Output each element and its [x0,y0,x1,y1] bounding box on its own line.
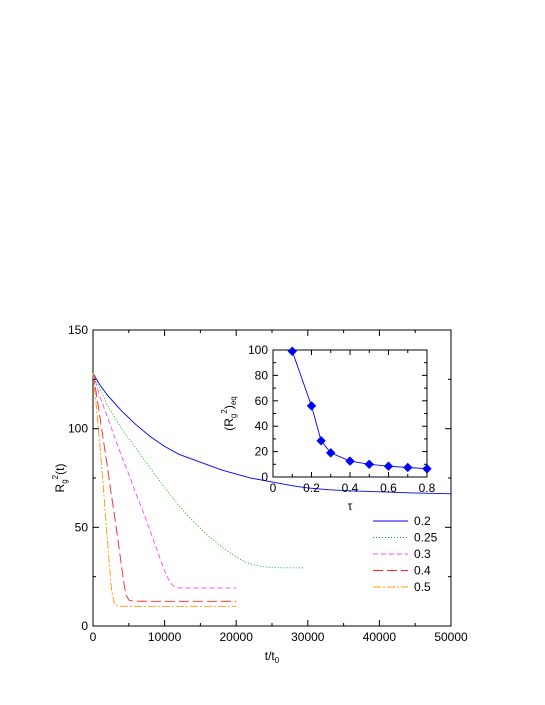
inset-x-tick-label-2: 0.4 [342,481,359,495]
inset-y-axis-label-tail: ) [222,405,236,409]
inset-x-tick-label-1: 0.2 [303,481,320,495]
main-x-tick-label-5: 50000 [434,630,468,644]
series-line-0 [92,373,452,495]
legend-label-4: 0.5 [414,580,431,594]
inset-x-tick-label-4: 0.8 [419,481,436,495]
series-line-3 [92,373,237,602]
series-line-4 [92,373,237,607]
main-y-tick-label-2: 100 [68,422,88,436]
legend-label-2: 0.3 [414,547,431,561]
inset-y-axis-label: (Rg2)eq [220,396,238,430]
inset-plot-frame [272,349,428,478]
inset-y-axis-label-sub: g [229,414,238,418]
inset-point-4 [345,456,355,466]
inset-series-group [287,346,432,474]
main-y-axis-label-sup: 2 [51,474,60,479]
inset-y-tick-label-1: 20 [255,445,269,459]
main-x-tick-label-0: 0 [90,630,97,644]
legend-label-3: 0.4 [414,564,431,578]
inset-point-5 [364,459,374,470]
inset-point-7 [403,462,413,473]
inset-point-3 [326,448,336,458]
inset-y-tick-label-2: 40 [255,419,269,433]
inset-x-ticks: 0 0.2 0.4 0.6 0.8 [270,350,436,495]
legend-label-1: 0.25 [414,531,438,545]
main-x-tick-label-2: 20000 [220,630,254,644]
main-x-axis-label-sub: 0 [275,656,280,665]
main-y-axis-label-base: R [53,483,67,492]
main-x-axis-label-text: t/t [265,649,276,663]
inset-chart: 0 0.2 0.4 0.6 0.8 0 20 40 60 80 100 τ (Rg2)eq [220,343,436,513]
inset-point-1 [306,401,317,411]
main-y-axis-label-sub: g [60,479,69,483]
inset-y-tick-label-4: 80 [255,368,269,382]
inset-y-ticks: 0 20 40 60 80 100 [248,343,427,484]
main-x-tick-label-4: 40000 [363,630,397,644]
main-x-ticks: 0 10000 20000 30000 40000 50000 [90,330,468,644]
inset-x-axis-label: τ [348,499,353,513]
main-y-tick-label-3: 150 [68,323,88,337]
main-y-axis-label-tail: (t) [53,464,67,475]
inset-y-axis-label-tail-sub: eq [229,396,238,405]
inset-y-tick-label-5: 100 [248,343,268,357]
inset-y-tick-label-3: 60 [255,394,269,408]
main-x-tick-label-1: 10000 [148,630,182,644]
main-y-axis-label: Rg2(t) [51,464,69,493]
main-y-ticks: 0 50 100 150 [68,323,451,633]
inset-point-6 [383,461,394,471]
inset-x-tick-label-0: 0 [270,481,277,495]
series-line-1 [92,373,305,569]
main-y-tick-label-0: 0 [81,619,88,633]
legend: 0.2 0.25 0.3 0.4 0.5 [373,514,438,594]
main-x-axis-label: t/t0 [265,649,280,665]
series-line-2 [92,373,237,589]
main-y-tick-label-1: 50 [75,520,89,534]
main-x-tick-label-3: 30000 [291,630,325,644]
inset-y-axis-label-sup: 2 [220,409,229,414]
inset-y-axis-label-base: (R [222,418,236,431]
inset-x-tick-label-3: 0.6 [380,481,397,495]
legend-label-0: 0.2 [414,514,431,528]
inset-point-2 [316,436,326,446]
main-series-group [92,373,452,607]
inset-y-tick-label-0: 0 [261,470,268,484]
